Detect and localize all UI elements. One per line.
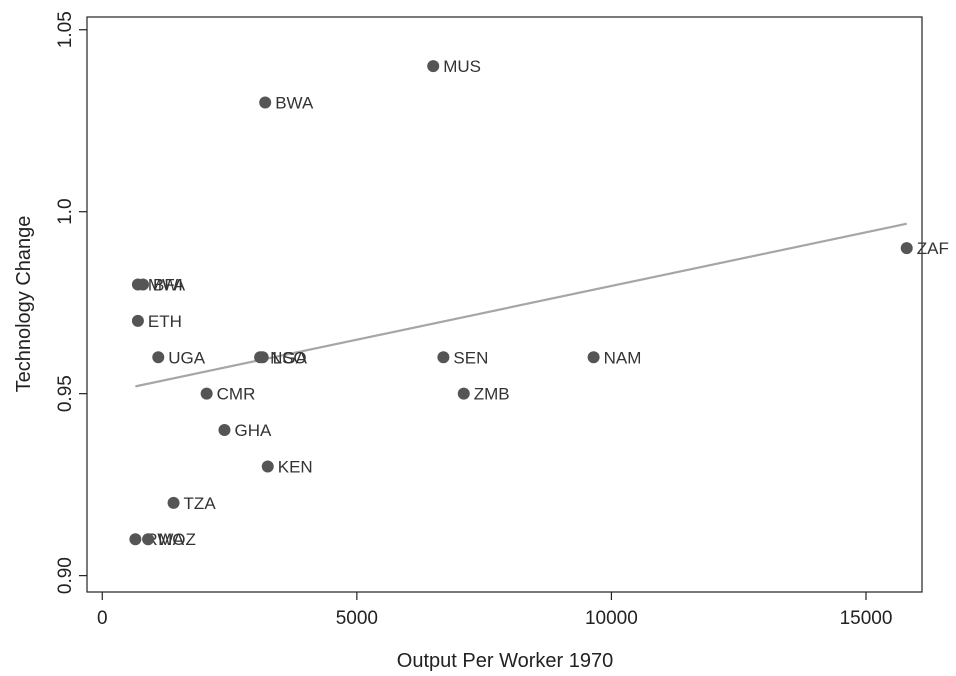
y-tick-label: 0.90 — [55, 557, 76, 594]
data-point — [900, 242, 913, 255]
point-label: KEN — [278, 457, 313, 476]
y-tick-label: 1.05 — [55, 11, 76, 48]
data-point — [457, 387, 470, 400]
point-label: BWA — [275, 94, 314, 113]
point-label: ETH — [148, 312, 182, 331]
x-tick-label: 15000 — [840, 608, 893, 629]
x-tick-label: 5000 — [336, 608, 378, 629]
data-point — [167, 496, 180, 509]
data-point — [427, 60, 440, 73]
data-point — [218, 424, 231, 437]
point-label: RWA — [145, 530, 184, 549]
y-tick-label: 0.95 — [55, 375, 76, 412]
data-point — [152, 351, 165, 364]
data-point — [437, 351, 450, 364]
point-label: BFA — [153, 275, 186, 294]
data-point — [131, 314, 144, 327]
point-label: GHA — [234, 421, 272, 440]
data-point — [587, 351, 600, 364]
point-label: MWI — [148, 275, 183, 294]
axis-ticks: 0 5000 10000 15000 0.90 0.95 1.0 1.05 — [55, 11, 892, 629]
x-tick-label: 10000 — [585, 608, 638, 629]
y-axis-title: Technology Change — [13, 216, 35, 393]
point-label: LSO — [273, 348, 307, 367]
point-label: TZA — [184, 494, 217, 513]
point-label: SEN — [453, 348, 488, 367]
data-point — [129, 533, 142, 546]
data-point — [259, 96, 272, 109]
data-point — [142, 533, 155, 546]
y-tick-label: 1.0 — [55, 198, 76, 224]
point-label: MUS — [443, 57, 481, 76]
point-label: ZAF — [917, 239, 949, 258]
data-point — [261, 460, 274, 473]
data-point — [256, 351, 269, 364]
point-label: NGA — [270, 348, 308, 367]
point-label: NAM — [604, 348, 642, 367]
fit-line — [135, 222, 907, 388]
x-axis-title: Output Per Worker 1970 — [397, 650, 613, 672]
point-label: MOZ — [158, 530, 196, 549]
point-label: CMR — [217, 385, 256, 404]
point-label: UGA — [168, 348, 206, 367]
plot-frame — [86, 16, 923, 593]
x-tick-label: 0 — [97, 608, 108, 629]
point-label: ZMB — [474, 385, 510, 404]
data-point — [200, 387, 213, 400]
data-point — [137, 278, 150, 291]
